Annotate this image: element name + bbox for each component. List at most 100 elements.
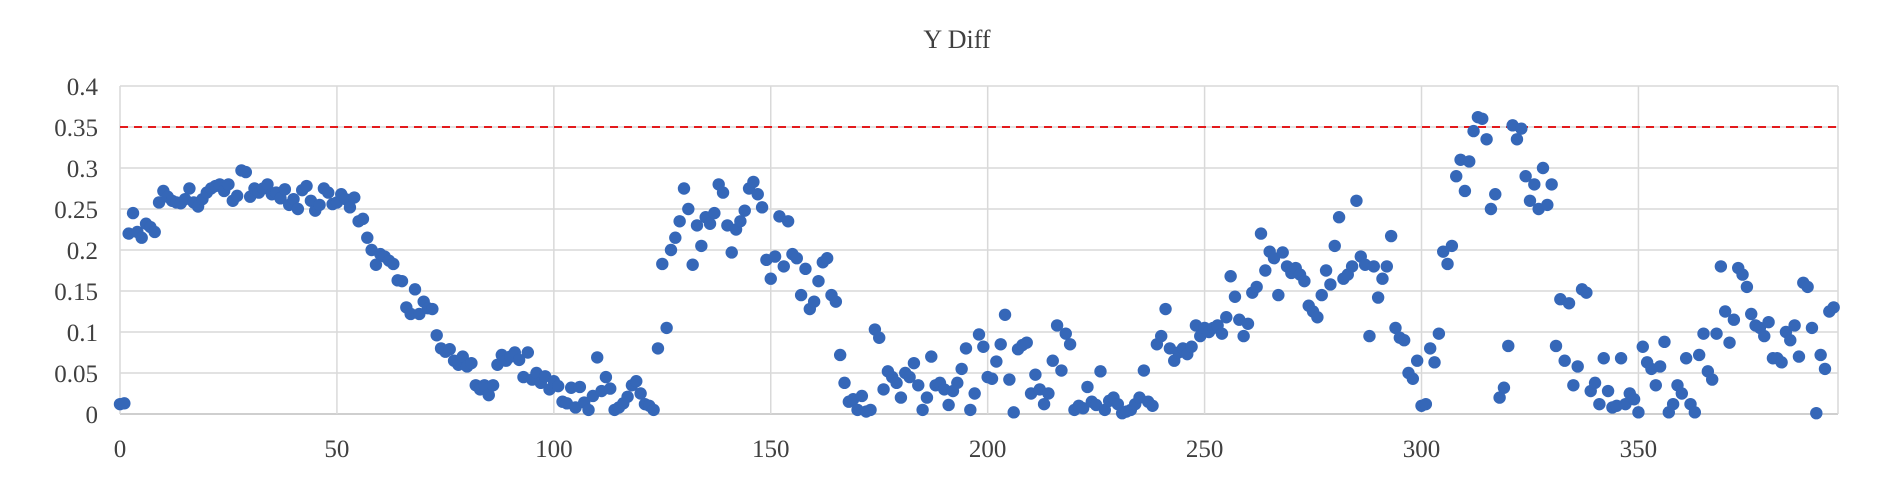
data-point — [1319, 264, 1333, 277]
data-point — [1155, 329, 1168, 343]
data-point — [1254, 227, 1268, 240]
data-point — [1046, 354, 1059, 367]
data-point — [1259, 264, 1272, 277]
data-point — [1276, 246, 1289, 259]
data-point — [794, 288, 808, 302]
data-point — [1463, 155, 1476, 168]
data-point — [1593, 397, 1606, 411]
data-point — [833, 348, 847, 362]
data-point — [1423, 342, 1437, 355]
data-point — [1315, 288, 1328, 302]
data-point — [1037, 397, 1051, 411]
data-point — [764, 272, 777, 285]
data-point — [1029, 368, 1042, 381]
data-point — [1458, 184, 1472, 198]
data-point — [877, 383, 890, 396]
data-point — [1636, 340, 1649, 353]
x-tick-label: 150 — [752, 436, 790, 463]
data-point — [1237, 329, 1250, 343]
data-point — [512, 353, 526, 367]
data-point — [1185, 340, 1198, 353]
data-point — [734, 215, 747, 228]
data-point — [1363, 329, 1376, 343]
data-point — [621, 390, 634, 403]
data-point — [916, 403, 929, 417]
data-point — [261, 178, 274, 191]
data-point — [951, 376, 964, 390]
x-tick-label: 200 — [969, 436, 1007, 463]
data-point — [1081, 380, 1094, 394]
data-point — [1705, 373, 1719, 386]
data-point — [1688, 406, 1702, 419]
data-point — [1493, 391, 1506, 404]
data-point — [1510, 133, 1524, 146]
chart-title: Y Diff — [923, 25, 991, 54]
data-point — [1519, 170, 1532, 183]
data-point — [1536, 161, 1550, 175]
data-point — [690, 219, 704, 232]
data-point — [1580, 286, 1593, 299]
data-point — [1632, 406, 1645, 419]
data-point — [838, 376, 851, 390]
data-point — [972, 328, 986, 341]
y-tick-label: 0 — [86, 402, 99, 429]
data-point — [1740, 280, 1754, 294]
data-point — [1805, 321, 1819, 335]
data-point — [230, 189, 244, 203]
data-point — [361, 231, 374, 244]
data-point — [1827, 301, 1840, 314]
data-point — [1146, 399, 1159, 412]
data-point — [456, 350, 469, 363]
data-point — [291, 202, 305, 216]
data-point — [1215, 327, 1229, 340]
data-point — [222, 178, 235, 191]
data-point — [604, 382, 617, 395]
data-point — [1523, 194, 1537, 207]
data-point — [1345, 260, 1359, 273]
data-point — [1003, 373, 1016, 386]
data-point — [1758, 329, 1771, 343]
y-tick-label: 0.2 — [67, 238, 98, 265]
data-point — [1736, 268, 1749, 281]
data-point — [738, 204, 751, 217]
data-point — [1801, 280, 1814, 294]
data-point — [790, 252, 803, 265]
data-point — [1059, 327, 1072, 340]
data-point — [126, 206, 140, 220]
data-point — [395, 274, 409, 288]
data-point — [1692, 348, 1706, 362]
x-tick-label: 350 — [1620, 436, 1658, 463]
data-point — [777, 260, 790, 273]
data-points — [113, 110, 1840, 420]
y-tick-label: 0.1 — [67, 320, 98, 347]
data-point — [1614, 352, 1628, 365]
data-point — [1380, 260, 1394, 273]
data-point — [959, 342, 973, 355]
data-point — [1376, 272, 1389, 285]
data-point — [1389, 321, 1402, 335]
data-point — [925, 350, 938, 363]
data-point — [751, 188, 764, 201]
data-point — [716, 186, 730, 199]
y-tick-label: 0.3 — [67, 156, 98, 183]
data-point — [1445, 239, 1459, 253]
data-point — [135, 231, 148, 244]
data-point — [287, 192, 300, 206]
data-point — [1719, 305, 1732, 318]
data-point — [669, 231, 682, 244]
y-tick-label: 0.4 — [67, 74, 99, 101]
data-point — [1567, 379, 1580, 392]
data-point — [1063, 338, 1077, 351]
data-point — [1371, 291, 1385, 304]
data-point — [747, 175, 760, 189]
data-point — [1384, 229, 1398, 243]
x-tick-label: 50 — [324, 436, 349, 463]
data-point — [964, 403, 977, 417]
data-point — [1094, 365, 1107, 378]
data-point — [278, 183, 292, 196]
data-point — [807, 295, 821, 308]
data-point — [1220, 311, 1233, 324]
data-point — [1601, 384, 1615, 398]
data-point — [920, 391, 934, 404]
x-tick-label: 0 — [114, 436, 127, 463]
